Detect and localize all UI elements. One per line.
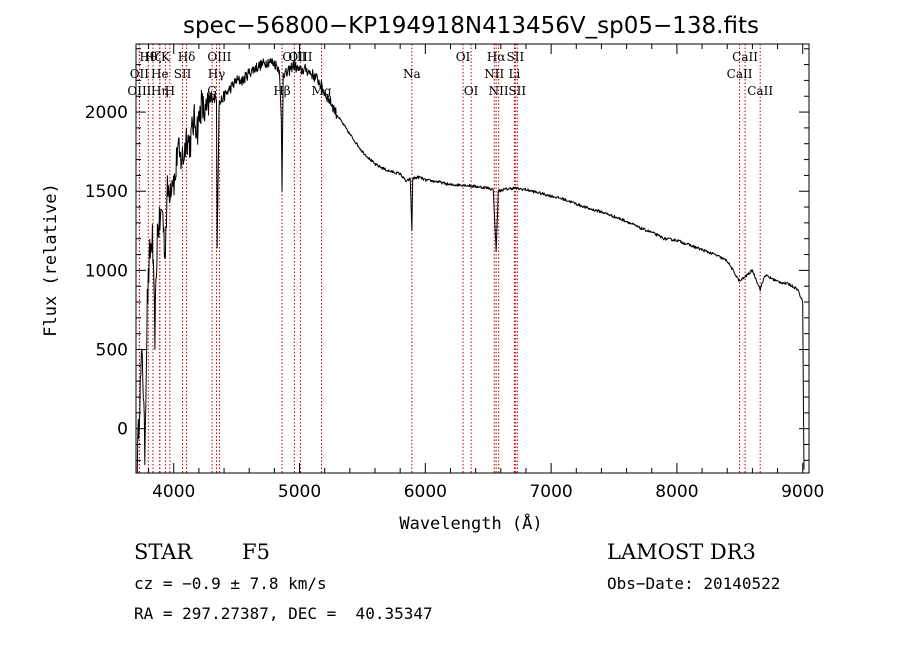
- x-tick-label: 4000: [152, 482, 195, 502]
- line-label-23: SII: [507, 50, 525, 64]
- x-tick-label: 6000: [404, 482, 447, 502]
- line-label-20: Hα: [487, 50, 506, 64]
- line-label-15: OIII: [288, 50, 312, 64]
- line-label-13: Hβ: [273, 84, 290, 98]
- line-label-6: K: [161, 50, 171, 64]
- y-tick-label: 2000: [85, 103, 128, 123]
- line-label-27: CaII: [727, 67, 753, 81]
- y-axis-label: Flux (relative): [41, 183, 61, 337]
- y-tick-label: 1000: [85, 261, 128, 281]
- spectral-line-markers: [138, 44, 761, 473]
- line-label-10: OIII: [207, 50, 231, 64]
- y-tick-label: 0: [117, 420, 128, 440]
- x-axis-label: Wavelength (Å): [399, 512, 542, 534]
- y-tick-label: 500: [96, 341, 128, 361]
- line-label-25: SII: [508, 84, 526, 98]
- plot-frame: [135, 43, 810, 474]
- chart-title: spec−56800−KP194918N413456V_sp05−138.fit…: [183, 13, 759, 39]
- line-label-24: Li: [508, 67, 520, 81]
- line-label-8: H: [165, 84, 175, 98]
- line-label-18: OI: [456, 50, 471, 64]
- line-label-12: G: [207, 84, 217, 98]
- line-label-21: NII: [484, 67, 504, 81]
- spectrum-series: [136, 58, 805, 474]
- line-label-19: OI: [464, 84, 479, 98]
- redshift-velocity: cz = −0.9 ± 7.8 km/s: [134, 574, 327, 593]
- x-tick-label: 5000: [278, 482, 321, 502]
- y-tick-label: 1500: [85, 182, 128, 202]
- line-label-14: OIII: [282, 50, 306, 64]
- sky-coordinates: RA = 297.27387, DEC = 40.35347: [134, 604, 433, 623]
- x-tick-label: 7000: [529, 482, 572, 502]
- line-label-5: Hη: [151, 84, 169, 98]
- x-axis: 4000 5000 6000 7000 8000 9000: [148, 44, 824, 502]
- line-label-28: CaII: [747, 84, 773, 98]
- line-label-0: Hθ: [139, 50, 157, 64]
- y-axis: 0 500 1000 1500 2000: [85, 48, 809, 461]
- observation-date: Obs−Date: 20140522: [607, 574, 781, 593]
- line-label-4: He: [151, 67, 169, 81]
- spectral-subclass: F5: [242, 540, 270, 564]
- x-tick-label: 8000: [655, 482, 698, 502]
- line-label-22: NII: [489, 84, 509, 98]
- line-label-7: SII: [174, 67, 192, 81]
- line-label-9: Hδ: [178, 50, 196, 64]
- spectrum-chart: spec−56800−KP194918N413456V_sp05−138.fit…: [41, 13, 824, 534]
- line-label-2: OIII: [127, 84, 151, 98]
- line-label-1: OII: [130, 67, 150, 81]
- x-tick-label: 9000: [781, 482, 824, 502]
- object-class: STAR: [134, 540, 193, 564]
- line-label-11: Hγ: [208, 67, 226, 81]
- survey-name: LAMOST DR3: [607, 540, 756, 564]
- line-label-3: Hζ: [144, 50, 161, 64]
- spectrum-line: [136, 58, 805, 474]
- line-label-16: Mg: [312, 84, 332, 98]
- line-label-26: CaII: [732, 50, 758, 64]
- line-label-17: Na: [403, 67, 421, 81]
